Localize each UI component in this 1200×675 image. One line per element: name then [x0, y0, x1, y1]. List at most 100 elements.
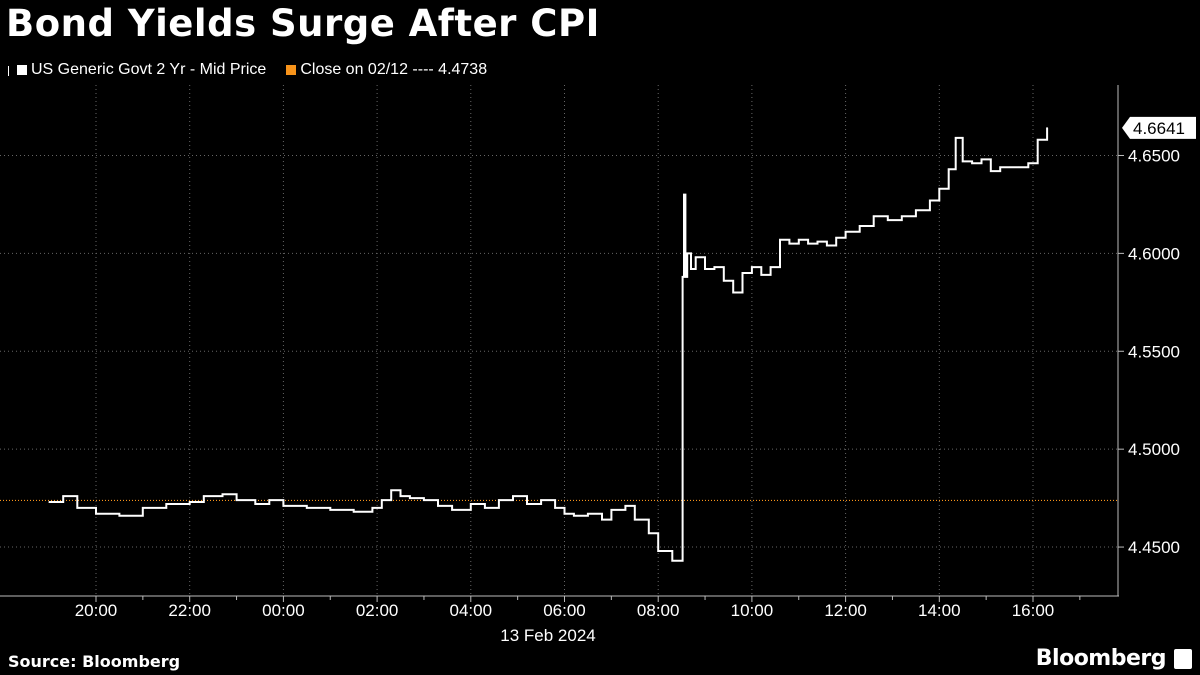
data-point: [826, 244, 828, 247]
grid-lines: [0, 85, 1118, 596]
data-point: [769, 266, 772, 268]
data-point: [760, 274, 763, 276]
data-point: [254, 503, 257, 505]
last-value-callout: [1122, 116, 1196, 139]
data-point: [563, 512, 566, 515]
data-point: [657, 550, 659, 552]
x-tick-label: 08:00: [637, 601, 680, 620]
data-point: [142, 507, 144, 509]
data-point: [990, 170, 992, 172]
data-point: [390, 489, 392, 492]
data-point: [498, 499, 500, 501]
series-marker-icon: [8, 66, 15, 76]
bloomberg-logo-icon: [1174, 649, 1192, 669]
data-point: [1008, 166, 1011, 169]
data-point: [624, 505, 627, 507]
x-tick-label: 10:00: [731, 601, 774, 620]
data-point: [188, 501, 191, 503]
y-tick-label: 4.5000: [1128, 440, 1180, 459]
x-tick-label: 20:00: [75, 601, 118, 620]
data-point: [954, 137, 957, 139]
data-point: [202, 495, 205, 497]
x-tick-label: 16:00: [1012, 601, 1055, 620]
chart-title: Bond Yields Surge After CPI: [6, 2, 600, 45]
data-point: [451, 509, 453, 511]
series-line: [49, 127, 1049, 562]
data-point: [95, 512, 97, 515]
data-point: [751, 266, 753, 268]
data-point: [76, 507, 79, 509]
x-tick-label: 22:00: [168, 601, 211, 620]
data-point: [732, 291, 734, 294]
data-point: [648, 532, 650, 535]
data-point: [526, 503, 528, 505]
data-point: [788, 242, 791, 245]
data-point: [437, 505, 439, 507]
data-point: [999, 166, 1002, 169]
data-point: [1046, 127, 1048, 129]
data-point: [915, 209, 917, 212]
data-point: [858, 225, 861, 227]
y-tick-label: 4.6000: [1128, 244, 1180, 263]
y-tick-label: 4.5500: [1128, 342, 1180, 361]
data-point: [741, 272, 744, 274]
data-point: [835, 236, 838, 239]
data-point: [929, 199, 931, 202]
data-point: [844, 231, 847, 233]
legend-close-label: Close on 02/12 ---- 4.4738: [300, 61, 488, 78]
data-point: [938, 187, 941, 190]
legend-item-close: Close on 02/12 ---- 4.4738: [286, 61, 487, 79]
data-point: [684, 276, 687, 278]
data-point: [221, 493, 224, 495]
data-point: [399, 495, 402, 497]
data-point: [371, 507, 374, 509]
data-point: [423, 499, 425, 501]
data-point: [947, 168, 950, 170]
data-point: [62, 495, 65, 497]
data-point: [961, 160, 964, 163]
data-point: [1018, 166, 1020, 169]
data-point: [722, 279, 725, 282]
data-point: [671, 559, 674, 562]
data-point: [680, 559, 683, 562]
x-tick-label: 02:00: [356, 601, 399, 620]
data-point: [713, 266, 716, 268]
legend: US Generic Govt 2 Yr - Mid Price Close o…: [8, 61, 507, 79]
data-point: [901, 215, 903, 217]
legend-series-label: US Generic Govt 2 Yr - Mid Price: [31, 61, 267, 78]
data-point: [683, 193, 685, 196]
data-point: [48, 501, 50, 503]
data-point: [282, 505, 285, 507]
data-point: [540, 499, 542, 501]
data-point: [512, 495, 514, 497]
data-point: [816, 240, 819, 243]
y-tick-label: 4.4500: [1128, 538, 1180, 557]
axes: [0, 85, 1124, 602]
data-point: [980, 158, 983, 161]
data-point: [704, 268, 706, 270]
data-point: [886, 219, 889, 221]
x-tick-label: 12:00: [824, 601, 867, 620]
x-axis-label: 13 Feb 2024: [500, 626, 595, 645]
data-point: [235, 499, 238, 501]
data-point: [573, 514, 575, 517]
data-point: [268, 499, 271, 501]
data-point: [872, 215, 875, 217]
y-tick-labels: 4.4500 4.5000 4.5500 4.6000 4.6500: [1128, 146, 1180, 557]
x-tick-label: 14:00: [918, 601, 961, 620]
data-point: [380, 499, 383, 501]
data-point: [690, 268, 692, 270]
data-point: [118, 514, 121, 517]
x-tick-label: 04:00: [450, 601, 493, 620]
data-point: [1036, 139, 1039, 141]
data-point: [470, 503, 472, 505]
data-point: [610, 509, 613, 511]
data-point: [409, 497, 411, 499]
data-point: [686, 252, 689, 255]
last-value-group: 4.6641: [1122, 116, 1196, 139]
data-point: [797, 238, 800, 241]
data-point: [484, 507, 486, 509]
data-point: [587, 512, 589, 515]
data-point: [633, 518, 636, 521]
